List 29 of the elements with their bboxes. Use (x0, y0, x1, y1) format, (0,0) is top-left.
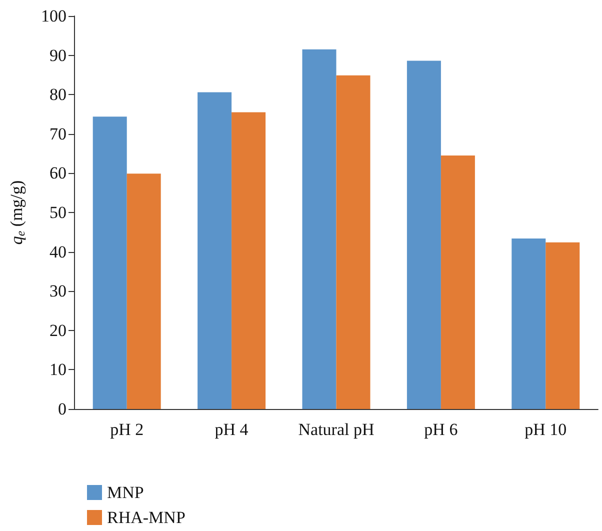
x-tick-label: pH 10 (524, 420, 567, 439)
bar (546, 242, 580, 409)
bar (92, 116, 127, 409)
bar (406, 60, 441, 409)
y-tick-label: 50 (50, 203, 66, 222)
bar (512, 238, 546, 409)
y-tick-label: 90 (50, 46, 66, 65)
y-tick-label: 20 (50, 320, 66, 340)
x-tick-label: pH 4 (214, 420, 249, 439)
y-tick-label: 10 (50, 360, 66, 380)
x-tick-label: Natural pH (298, 420, 374, 439)
y-tick-label: 80 (50, 85, 66, 104)
x-tick-label: pH 6 (424, 420, 458, 439)
legend-label: MNP (107, 483, 144, 502)
legend-label: RHA-MNP (107, 508, 186, 527)
bar (336, 75, 370, 409)
bar (126, 174, 161, 409)
y-tick-label: 70 (50, 124, 66, 144)
bar (232, 112, 266, 409)
y-tick-label: 0 (58, 400, 66, 418)
x-tick-label: pH 2 (110, 420, 144, 439)
y-tick-label: 30 (50, 282, 66, 301)
bar (440, 156, 475, 409)
y-axis-title: qe (mg/g) (7, 180, 28, 245)
y-tick-label: 60 (50, 164, 66, 183)
bar (302, 49, 336, 409)
y-tick-label: 40 (50, 242, 66, 262)
bar (198, 92, 232, 409)
y-tick-label: 100 (41, 6, 66, 26)
